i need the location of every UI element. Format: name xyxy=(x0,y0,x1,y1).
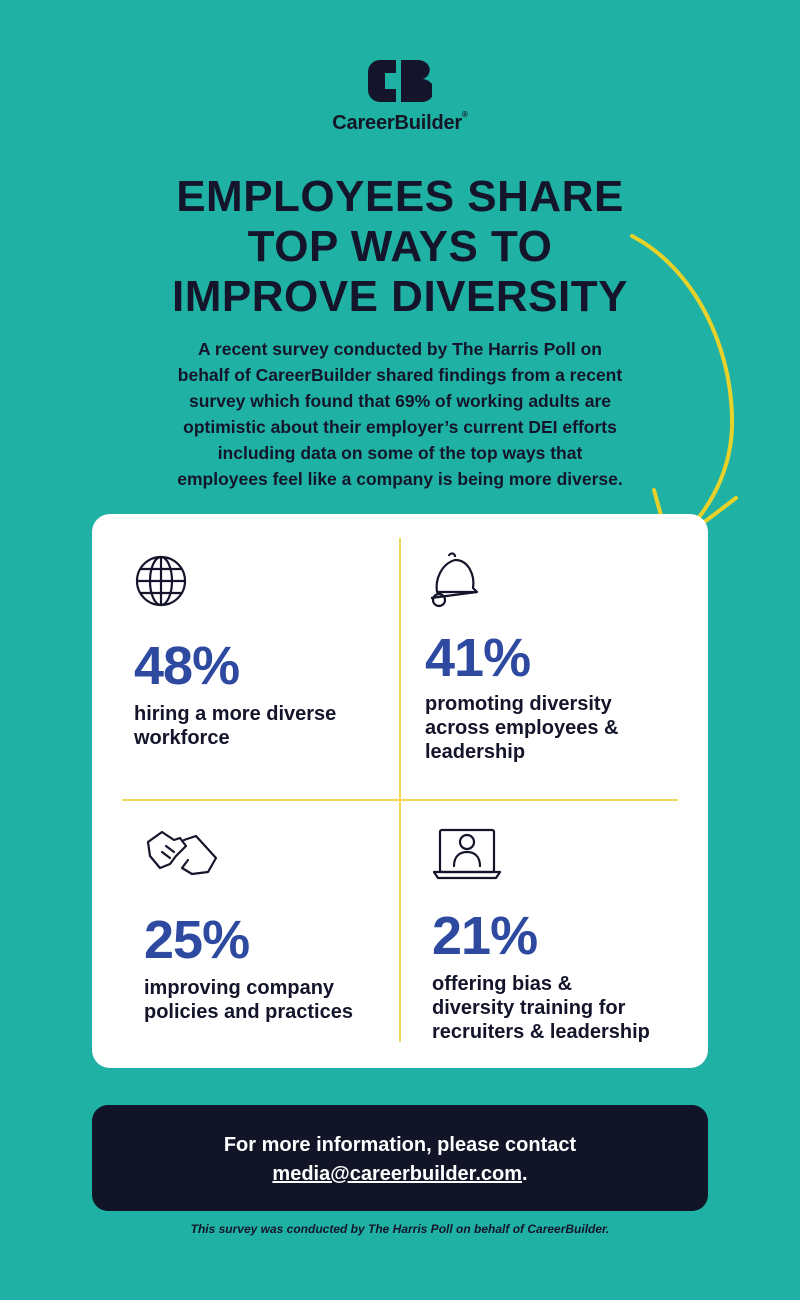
stat-hiring: 48% hiring a more diverse workforce xyxy=(134,554,336,750)
curved-arrow-icon xyxy=(630,234,738,550)
stat-promoting: 41% promoting diversity across employees … xyxy=(425,552,618,764)
headline-line: IMPROVE DIVERSITY xyxy=(172,272,628,321)
contact-box: For more information, please contact med… xyxy=(92,1105,708,1211)
headline-line: EMPLOYEES SHARE xyxy=(176,172,624,221)
divider-vertical xyxy=(399,538,401,1042)
stat-description: promoting diversity across employees & lea… xyxy=(425,693,619,763)
brand-name: CareerBuilder® xyxy=(332,110,468,134)
cb-logo-icon xyxy=(368,60,432,102)
email-link[interactable]: media@careerbuilder.com xyxy=(272,1163,523,1185)
stat-percent: 25% xyxy=(144,910,250,970)
stat-policies: 25% improving company policies and practi… xyxy=(144,828,353,1024)
intro-paragraph: A recent survey conducted by The Harris … xyxy=(177,339,623,489)
stat-training: 21% offering bias & diversity training fo… xyxy=(432,826,650,1044)
laptop-user-icon xyxy=(432,828,502,880)
contact-email-line: media@careerbuilder.com. xyxy=(272,1163,528,1185)
headline-line: TOP WAYS TO xyxy=(247,222,553,271)
bell-icon xyxy=(430,552,479,608)
logo: CareerBuilder® xyxy=(0,60,800,135)
footnote: This survey was conducted by The Harris … xyxy=(190,1222,610,1236)
globe-icon xyxy=(135,555,187,607)
stat-percent: 48% xyxy=(134,636,240,696)
contact-text: For more information, please contact xyxy=(223,1134,577,1156)
divider-horizontal xyxy=(122,799,678,801)
page-title: EMPLOYEES SHARE TOP WAYS TO IMPROVE DIVE… xyxy=(100,172,700,322)
stat-description: improving company policies and practices xyxy=(144,977,353,1023)
stat-description: offering bias & diversity training for rec… xyxy=(432,973,650,1043)
handshake-icon xyxy=(146,830,218,876)
stats-card: 48% hiring a more diverse workforce 41% p… xyxy=(92,514,708,1068)
stat-description: hiring a more diverse workforce xyxy=(134,703,337,749)
stat-percent: 41% xyxy=(425,628,531,688)
stat-percent: 21% xyxy=(432,906,538,966)
